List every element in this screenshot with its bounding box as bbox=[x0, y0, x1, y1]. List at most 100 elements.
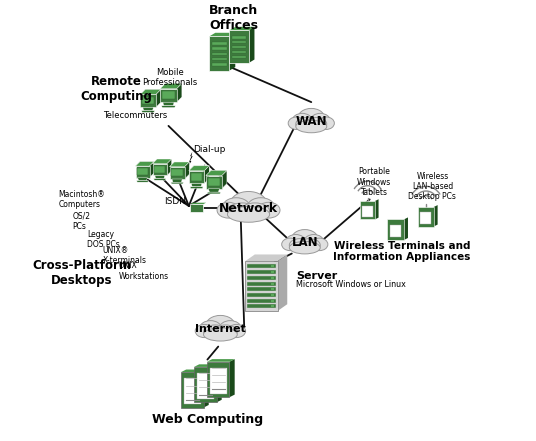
Polygon shape bbox=[189, 166, 209, 171]
FancyBboxPatch shape bbox=[247, 293, 276, 297]
Ellipse shape bbox=[199, 321, 221, 336]
Polygon shape bbox=[155, 176, 165, 179]
Ellipse shape bbox=[219, 321, 241, 336]
Text: ISDN: ISDN bbox=[164, 197, 186, 206]
FancyBboxPatch shape bbox=[194, 367, 217, 402]
Ellipse shape bbox=[289, 241, 320, 254]
Polygon shape bbox=[278, 254, 287, 311]
Text: Dial-up: Dial-up bbox=[193, 145, 226, 154]
FancyBboxPatch shape bbox=[209, 37, 229, 71]
Polygon shape bbox=[229, 33, 235, 71]
FancyBboxPatch shape bbox=[232, 41, 246, 43]
FancyBboxPatch shape bbox=[232, 46, 246, 49]
Polygon shape bbox=[140, 90, 161, 94]
Text: Telecommuters: Telecommuters bbox=[103, 111, 167, 120]
FancyBboxPatch shape bbox=[172, 169, 183, 176]
FancyBboxPatch shape bbox=[271, 306, 274, 307]
Polygon shape bbox=[136, 162, 154, 166]
FancyBboxPatch shape bbox=[162, 91, 175, 99]
Ellipse shape bbox=[247, 198, 274, 217]
Ellipse shape bbox=[217, 202, 240, 218]
Polygon shape bbox=[160, 83, 182, 89]
Polygon shape bbox=[204, 166, 209, 183]
FancyBboxPatch shape bbox=[206, 176, 222, 189]
FancyBboxPatch shape bbox=[271, 265, 274, 267]
Text: UNIX®
X-terminals: UNIX® X-terminals bbox=[103, 246, 147, 265]
FancyBboxPatch shape bbox=[140, 94, 156, 107]
Ellipse shape bbox=[222, 198, 250, 217]
FancyBboxPatch shape bbox=[247, 270, 276, 274]
Polygon shape bbox=[209, 33, 235, 37]
FancyBboxPatch shape bbox=[191, 173, 203, 181]
FancyBboxPatch shape bbox=[271, 271, 274, 273]
Polygon shape bbox=[156, 90, 161, 107]
FancyBboxPatch shape bbox=[360, 201, 375, 220]
FancyBboxPatch shape bbox=[229, 30, 249, 63]
FancyBboxPatch shape bbox=[207, 362, 229, 397]
FancyBboxPatch shape bbox=[418, 207, 434, 227]
Ellipse shape bbox=[306, 117, 327, 131]
Text: Legacy
DOS PCs: Legacy DOS PCs bbox=[87, 230, 120, 250]
Polygon shape bbox=[160, 83, 182, 89]
Ellipse shape bbox=[289, 239, 311, 252]
FancyBboxPatch shape bbox=[212, 52, 227, 56]
FancyBboxPatch shape bbox=[208, 178, 220, 186]
FancyBboxPatch shape bbox=[247, 299, 276, 303]
Polygon shape bbox=[143, 107, 154, 111]
Polygon shape bbox=[207, 192, 221, 194]
FancyBboxPatch shape bbox=[245, 261, 278, 311]
Polygon shape bbox=[137, 181, 148, 182]
Polygon shape bbox=[209, 189, 220, 192]
FancyBboxPatch shape bbox=[271, 283, 274, 284]
Ellipse shape bbox=[292, 113, 312, 128]
FancyBboxPatch shape bbox=[232, 51, 246, 53]
FancyBboxPatch shape bbox=[212, 48, 227, 50]
Ellipse shape bbox=[286, 235, 306, 249]
Polygon shape bbox=[172, 179, 182, 182]
Text: WAN: WAN bbox=[295, 115, 327, 128]
Ellipse shape bbox=[241, 203, 270, 220]
Polygon shape bbox=[140, 90, 161, 94]
Ellipse shape bbox=[204, 325, 227, 339]
FancyBboxPatch shape bbox=[189, 171, 204, 183]
FancyBboxPatch shape bbox=[212, 42, 227, 45]
FancyBboxPatch shape bbox=[247, 281, 276, 285]
Text: Wireless Terminals and
Information Appliances: Wireless Terminals and Information Appli… bbox=[333, 241, 471, 262]
Text: Web Computing: Web Computing bbox=[152, 413, 263, 426]
FancyBboxPatch shape bbox=[210, 368, 227, 394]
Text: LAN: LAN bbox=[292, 236, 318, 249]
Polygon shape bbox=[190, 203, 206, 204]
Text: Wireless
LAN-based
Desktop PCs: Wireless LAN-based Desktop PCs bbox=[408, 172, 456, 202]
Ellipse shape bbox=[257, 202, 280, 218]
Polygon shape bbox=[191, 183, 202, 187]
FancyBboxPatch shape bbox=[190, 204, 203, 212]
Ellipse shape bbox=[206, 315, 235, 334]
Polygon shape bbox=[177, 83, 182, 102]
Ellipse shape bbox=[304, 235, 324, 249]
Polygon shape bbox=[434, 205, 437, 227]
Ellipse shape bbox=[214, 325, 237, 339]
FancyBboxPatch shape bbox=[232, 36, 246, 38]
Polygon shape bbox=[136, 162, 154, 166]
Polygon shape bbox=[138, 178, 147, 181]
Text: Server: Server bbox=[296, 272, 337, 281]
Ellipse shape bbox=[288, 117, 305, 130]
Ellipse shape bbox=[292, 230, 318, 248]
Ellipse shape bbox=[230, 191, 266, 214]
Polygon shape bbox=[229, 27, 255, 30]
Text: Portable
Windows
Tablets: Portable Windows Tablets bbox=[357, 167, 391, 197]
Polygon shape bbox=[153, 159, 172, 164]
Polygon shape bbox=[154, 179, 166, 180]
Polygon shape bbox=[161, 106, 175, 108]
FancyBboxPatch shape bbox=[142, 97, 154, 105]
Ellipse shape bbox=[204, 328, 237, 341]
FancyBboxPatch shape bbox=[212, 63, 227, 66]
FancyBboxPatch shape bbox=[212, 58, 227, 60]
FancyBboxPatch shape bbox=[153, 164, 167, 176]
Text: Branch
Offices: Branch Offices bbox=[209, 4, 258, 32]
Polygon shape bbox=[181, 370, 209, 372]
Text: Remote
Computing: Remote Computing bbox=[80, 75, 152, 103]
Text: UNIX
Workstations: UNIX Workstations bbox=[118, 261, 169, 280]
Polygon shape bbox=[150, 162, 154, 178]
Polygon shape bbox=[204, 370, 209, 407]
